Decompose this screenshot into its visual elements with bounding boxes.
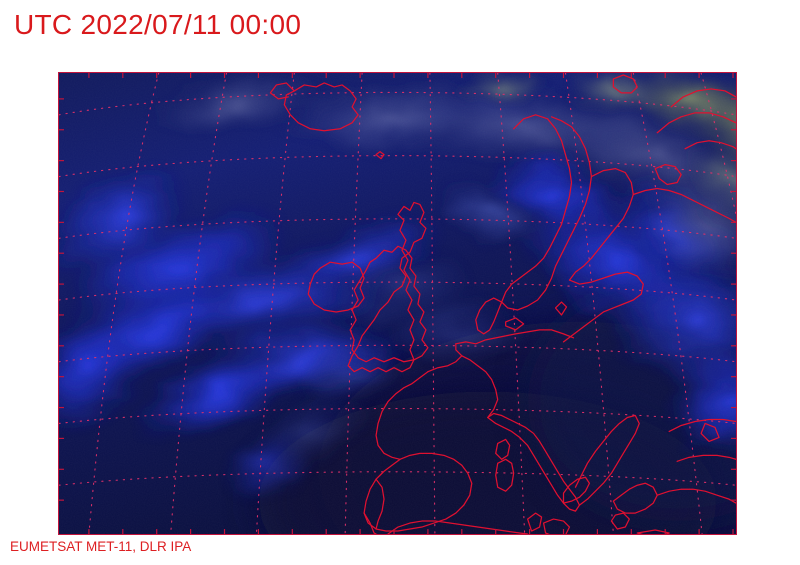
timestamp-header: UTC 2022/07/11 00:00 — [14, 8, 614, 48]
satellite-map-frame — [58, 72, 737, 535]
frame-ticks — [59, 73, 736, 534]
satellite-map-image — [59, 73, 736, 534]
timestamp-label: UTC 2022/07/11 00:00 — [14, 9, 302, 40]
attribution-label: EUMETSAT MET-11, DLR IPA — [10, 539, 192, 554]
coastline-overlay — [269, 74, 736, 534]
graticule-grid — [59, 73, 736, 534]
attribution-footer: EUMETSAT MET-11, DLR IPA — [10, 538, 510, 558]
